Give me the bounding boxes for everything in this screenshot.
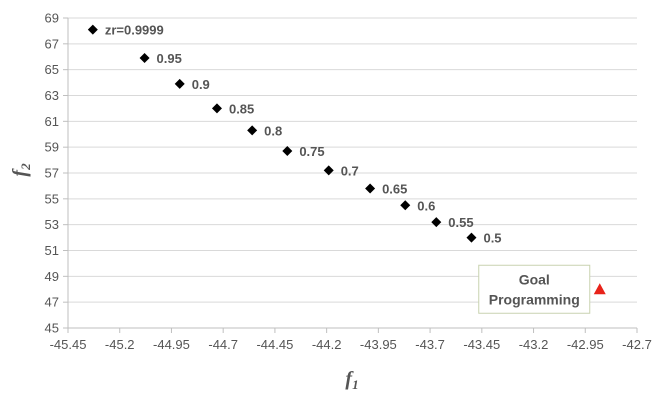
y-axis-title: f2 [9,163,33,177]
x-tick-label: -43.2 [519,337,549,352]
y-tick-label: 55 [45,191,59,206]
gridlines [68,17,637,329]
point-data-label: 0.6 [417,198,435,213]
point-data-label: zr=0.9999 [105,23,164,38]
x-axis-title: f1 [345,368,358,392]
x-tick-label: -44.7 [208,337,238,352]
point-data-label: 0.7 [341,163,359,178]
y-tick-label: 45 [45,321,59,336]
diamond-data-point [466,232,477,243]
goal-programming-callout: Goal Programming [478,264,591,314]
callout-box [478,264,591,314]
diamond-data-point [87,24,98,35]
diamond-data-point [400,200,411,211]
x-tick-label: -43.45 [463,337,500,352]
x-tick-label: -44.95 [153,337,190,352]
x-tick-label: -42.7 [622,337,652,352]
point-data-label: 0.8 [264,123,282,138]
y-tick-label: 59 [45,140,59,155]
y-tick-label: 49 [45,269,59,284]
diamond-data-point [247,125,258,136]
diamond-data-point [365,183,376,194]
y-tick-labels: 45 47 49 51 53 55 57 59 61 63 65 67 69 [45,11,59,336]
y-tick-label: 47 [45,295,59,310]
point-data-label: 0.9 [192,77,210,92]
y-axis-title-sub: 2 [18,163,33,171]
point-data-label: 0.95 [157,51,182,66]
diamond-data-point [323,165,334,176]
x-tick-label: -44.45 [256,337,293,352]
y-tick-label: 67 [45,36,59,51]
x-tick-label: -44.2 [312,337,342,352]
y-tick-label: 69 [45,11,59,26]
point-data-label: 0.5 [483,231,501,246]
x-tick-label: -45.45 [50,337,87,352]
y-tick-label: 63 [45,88,59,103]
callout-text-line: Programming [489,291,580,307]
diamond-data-point [282,146,293,157]
goal-programming-triangle-marker [593,283,606,295]
y-tick-label: 51 [45,243,59,258]
y-tick-label: 61 [45,114,59,129]
x-tick-label: -42.95 [567,337,604,352]
y-axis-title-main: f [9,168,31,177]
diamond-data-point [174,78,185,89]
x-tick-labels: -45.45 -45.2 -44.95 -44.7 -44.45 -44.2 -43.95 -… [50,337,652,352]
x-tick-label: -43.7 [415,337,445,352]
x-axis-title-main: f [345,368,354,390]
x-axis-title-sub: 1 [352,377,359,392]
diamond-data-point [431,217,442,228]
y-tick-label: 57 [45,166,59,181]
diamond-data-point [139,53,150,64]
diamond-data-point [211,103,222,114]
data-markers [87,24,606,295]
axes [63,17,638,333]
y-tick-label: 65 [45,62,59,77]
x-tick-label: -45.2 [105,337,135,352]
callout-text-line: Goal [519,271,550,287]
point-data-label: 0.55 [448,215,473,230]
point-data-label: 0.65 [382,182,407,197]
x-tick-label: -43.95 [360,337,397,352]
point-data-label: 0.75 [299,144,324,159]
y-tick-label: 53 [45,217,59,232]
point-data-label: 0.85 [229,101,254,116]
data-labels: zr=0.9999 0.95 0.9 0.85 0.8 0.75 0.7 0.65 0.6 0.5… [105,23,502,246]
